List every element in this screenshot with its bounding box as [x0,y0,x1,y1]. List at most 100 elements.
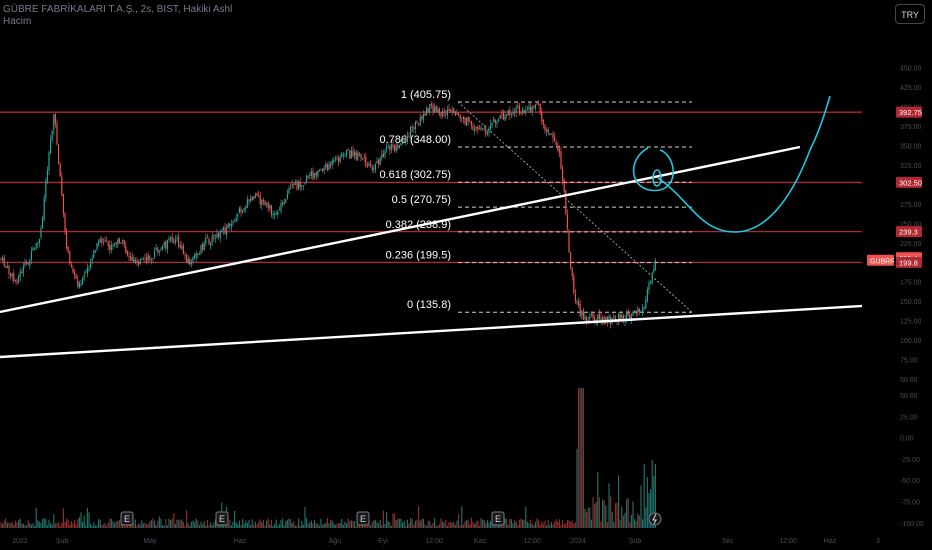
candle-body [163,242,165,247]
candle-body [123,240,125,246]
candle-body [158,250,160,252]
volume-bar [342,524,344,528]
volume-bar [410,518,412,528]
candle-body [650,282,652,284]
candle-body [11,273,13,277]
candle-body [440,112,442,117]
candle-body [523,110,525,114]
volume-bar [562,520,564,528]
candle-body [165,241,167,249]
candle-body [651,272,653,283]
volume-bar [243,523,245,528]
candle-body [290,187,292,189]
candle-body [339,156,341,162]
candle-body [146,257,148,262]
candle-body [539,104,541,113]
candle-body [309,174,311,177]
volume-bar [622,515,624,528]
volume-bar [338,523,340,528]
fib-level-label: 0.618 (302.75) [379,169,451,181]
y-tick-label: 350.00 [900,143,922,150]
candle-body [376,161,378,164]
candle-body [270,205,272,216]
candle-body [296,181,298,190]
candle-body [72,268,74,273]
candle-body [581,311,583,316]
candle-body [221,229,223,232]
volume-bar [453,521,455,528]
candle-body [354,152,356,156]
volume-bar [406,519,408,528]
volume-bar [58,522,60,528]
volume-bar [96,525,98,528]
volume-bar [581,388,583,528]
candle-body [450,110,452,113]
candle-body [546,129,548,132]
volume-bar [75,524,77,528]
volume-bar [227,524,229,528]
volume-bar [557,522,559,528]
candle-body [86,268,88,274]
candle-body [566,214,568,229]
candle-body [298,181,300,189]
candle-body [6,266,8,268]
candle-body [522,109,524,113]
candle-body [195,252,197,257]
candle-body [235,217,237,222]
candle-body [394,146,396,151]
volume-bar [533,525,535,528]
candle-body [472,126,474,130]
volume-bar [650,489,652,528]
currency-button[interactable]: TRY [895,4,925,24]
candle-body [517,105,519,107]
volume-bar [160,518,162,528]
candle-body [435,106,437,112]
candle-body [13,273,15,282]
volume-bar [574,522,576,528]
candle-body [24,261,26,266]
volume-bar [400,518,402,528]
candle-body [430,103,432,106]
candle-body [514,112,516,114]
volume-bar [531,523,533,528]
candle-body [74,271,76,276]
volume-bar [6,522,8,528]
candle-body [608,315,610,322]
volume-bar [374,519,376,528]
volume-bar [192,520,194,528]
candle-body [574,293,576,302]
candle-body [360,153,362,159]
volume-bar [112,521,114,528]
volume-bar [152,518,154,528]
candle-body [42,217,44,229]
candle-body [498,118,500,122]
candle-body [117,239,119,245]
candle-body [474,128,476,131]
volume-bar [547,519,549,528]
volume-bar [427,520,429,528]
volume-bar [46,525,48,528]
volume-bar [390,525,392,528]
volume-bar [62,508,64,528]
earnings-marker-label: E [219,514,225,524]
candle-body [155,247,157,251]
candle-body [267,202,269,209]
candle-body [37,243,39,245]
volume-bar [510,519,512,528]
volume-bar [203,520,205,528]
candle-body [317,170,319,177]
volume-bar [67,520,69,528]
volume-bar [482,519,484,528]
candle-body [590,313,592,315]
volume-bar [395,519,397,528]
volume-bar [66,518,68,528]
volume-bar [635,521,637,528]
volume-bar [397,518,399,528]
candle-body [210,243,212,246]
volume-bar [315,523,317,528]
candle-body [50,138,52,154]
candle-body [614,316,616,321]
volume-bar [549,524,551,528]
candle-body [214,238,216,240]
